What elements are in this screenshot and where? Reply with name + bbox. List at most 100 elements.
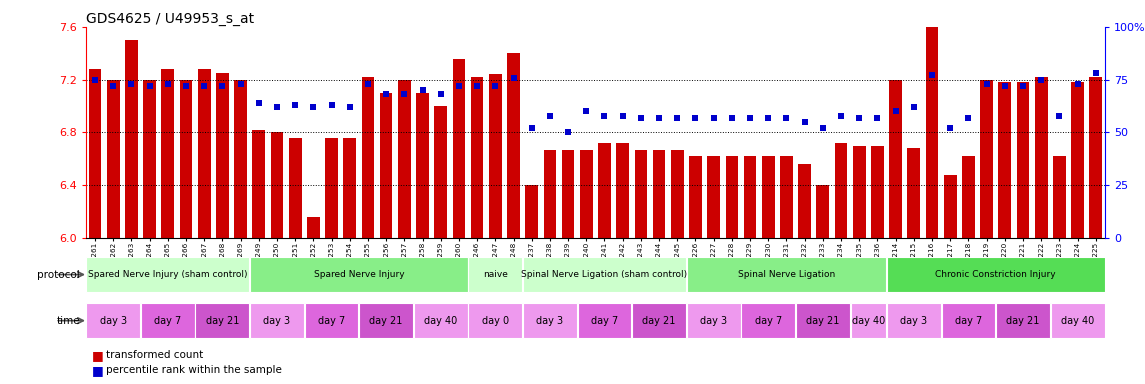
Point <box>1032 77 1050 83</box>
Point <box>996 83 1014 89</box>
Point <box>722 114 741 121</box>
Bar <box>726 156 739 238</box>
Point <box>432 91 450 98</box>
Bar <box>344 138 356 238</box>
Point <box>286 102 305 108</box>
Text: day 3: day 3 <box>263 316 291 326</box>
Point <box>1087 70 1105 76</box>
Bar <box>887 257 1105 292</box>
Point <box>413 87 432 93</box>
Bar <box>941 303 995 338</box>
Point <box>1013 83 1032 89</box>
Bar <box>598 143 611 238</box>
Bar <box>835 143 847 238</box>
Bar <box>798 164 811 238</box>
Point <box>650 114 669 121</box>
Point <box>340 104 358 110</box>
Text: day 7: day 7 <box>755 316 782 326</box>
Point <box>195 83 213 89</box>
Bar <box>744 156 757 238</box>
Bar <box>1089 77 1103 238</box>
Bar <box>1072 82 1084 238</box>
Point <box>141 83 159 89</box>
Point <box>123 81 141 87</box>
Bar <box>761 156 775 238</box>
Text: day 21: day 21 <box>206 316 239 326</box>
Text: day 3: day 3 <box>536 316 563 326</box>
Bar <box>416 93 429 238</box>
Point <box>777 114 796 121</box>
Bar <box>943 175 956 238</box>
Bar <box>196 303 250 338</box>
Point <box>669 114 687 121</box>
Bar <box>671 150 684 238</box>
Bar <box>741 303 796 338</box>
Text: day 40: day 40 <box>1061 316 1095 326</box>
Bar <box>289 138 301 238</box>
Point <box>504 74 522 81</box>
Bar <box>307 217 319 238</box>
Point <box>176 83 195 89</box>
Bar <box>687 303 741 338</box>
Text: day 7: day 7 <box>155 316 181 326</box>
Point <box>1050 113 1068 119</box>
Point <box>632 114 650 121</box>
Bar <box>468 303 522 338</box>
Text: day 21: day 21 <box>1006 316 1040 326</box>
Point <box>250 100 268 106</box>
Point <box>741 114 759 121</box>
Point <box>923 73 941 79</box>
Bar <box>452 58 465 238</box>
Bar <box>360 303 413 338</box>
Point <box>814 125 832 131</box>
Bar <box>250 303 303 338</box>
Text: Chronic Constriction Injury: Chronic Constriction Injury <box>935 270 1056 279</box>
Point <box>468 83 487 89</box>
Bar <box>141 303 195 338</box>
Text: transformed count: transformed count <box>106 350 204 360</box>
Bar <box>86 257 250 292</box>
Bar <box>562 150 575 238</box>
Bar <box>708 156 720 238</box>
Bar <box>632 303 686 338</box>
Bar <box>996 303 1050 338</box>
Bar <box>270 132 283 238</box>
Text: day 3: day 3 <box>700 316 727 326</box>
Bar <box>796 303 850 338</box>
Bar <box>413 303 467 338</box>
Text: day 0: day 0 <box>482 316 508 326</box>
Bar <box>579 150 593 238</box>
Bar <box>523 257 686 292</box>
Point <box>704 114 722 121</box>
Bar <box>398 79 411 238</box>
Bar <box>1053 156 1066 238</box>
Point <box>850 114 868 121</box>
Bar <box>851 303 886 338</box>
Point <box>86 77 104 83</box>
Text: day 40: day 40 <box>424 316 457 326</box>
Point <box>1068 81 1087 87</box>
Point <box>886 108 905 114</box>
Bar <box>362 77 374 238</box>
Point <box>159 81 177 87</box>
Text: Spared Nerve Injury (sham control): Spared Nerve Injury (sham control) <box>88 270 247 279</box>
Bar <box>86 303 140 338</box>
Bar <box>161 69 174 238</box>
Point <box>487 83 505 89</box>
Bar <box>180 79 192 238</box>
Bar <box>1017 82 1029 238</box>
Bar <box>380 93 393 238</box>
Bar <box>250 257 467 292</box>
Bar <box>507 53 520 238</box>
Bar <box>577 303 631 338</box>
Bar <box>252 130 266 238</box>
Bar <box>305 303 358 338</box>
Bar <box>434 106 447 238</box>
Bar <box>925 27 939 238</box>
Point <box>395 91 413 98</box>
Point <box>450 83 468 89</box>
Text: protocol: protocol <box>38 270 80 280</box>
Bar <box>980 79 993 238</box>
Point <box>377 91 395 98</box>
Text: Spinal Nerve Ligation: Spinal Nerve Ligation <box>737 270 835 279</box>
